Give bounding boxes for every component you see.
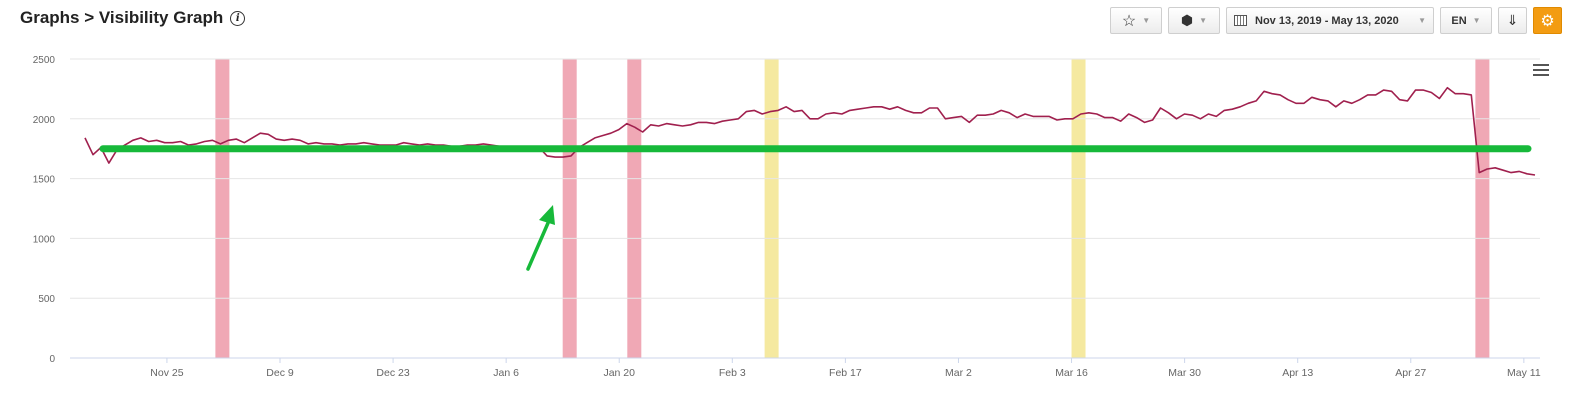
- y-tick-label: 2500: [33, 55, 56, 66]
- x-axis-labels: Nov 25 Dec 9 Dec 23 Jan 6 Jan 20 Feb 3 Feb 17 M…: [150, 367, 1541, 379]
- calendar-icon: [1234, 15, 1247, 26]
- gear-icon: ⚙: [1540, 12, 1555, 30]
- cube-icon: ⬢: [1180, 12, 1194, 28]
- highlight-bands: [215, 59, 1490, 358]
- page-title-text: Graphs > Visibility Graph: [20, 8, 224, 27]
- star-icon: ☆: [1121, 12, 1137, 30]
- annotation-arrow-shaft: [526, 221, 550, 271]
- y-tick-label: 2000: [33, 115, 56, 126]
- highlight-band: [627, 59, 642, 358]
- settings-button[interactable]: ⚙: [1533, 7, 1562, 34]
- x-tick-label: Mar 16: [1055, 367, 1088, 379]
- x-tick-label: May 11: [1507, 367, 1541, 379]
- annotation-arrow-head: [539, 205, 555, 225]
- highlight-band: [562, 59, 577, 358]
- highlight-band: [215, 59, 230, 358]
- x-tick-label: Dec 23: [376, 367, 409, 379]
- hamburger-icon[interactable]: [1533, 64, 1549, 77]
- chart-grid: [70, 58, 1540, 363]
- y-tick-label: 0: [49, 354, 55, 365]
- x-tick-label: Apr 13: [1282, 367, 1313, 379]
- y-tick-label: 1000: [33, 234, 56, 245]
- download-button[interactable]: ⇓: [1498, 7, 1527, 34]
- download-icon: ⇓: [1506, 12, 1519, 28]
- favorite-button[interactable]: ☆ ▼: [1110, 7, 1162, 34]
- x-tick-label: Feb 3: [719, 367, 746, 379]
- toolbar: ☆ ▼ ⬢ ▼ Nov 13, 2019 - May 13, 2020 ▼ EN ▼…: [1110, 7, 1562, 34]
- series-line: [84, 86, 1536, 176]
- x-tick-label: Mar 2: [945, 367, 972, 379]
- language-label: EN: [1451, 14, 1467, 27]
- x-tick-label: Jan 20: [603, 367, 635, 379]
- chevron-down-icon: ▼: [1199, 16, 1208, 25]
- visibility-chart: 0 500 1000 1500 2000 2500 Nov 25 Dec 9 Dec 23 Ja…: [33, 55, 1541, 379]
- highlight-band: [1475, 59, 1490, 358]
- highlight-band: [764, 59, 779, 358]
- x-tick-label: Jan 6: [493, 367, 519, 379]
- date-range-picker[interactable]: Nov 13, 2019 - May 13, 2020 ▼: [1226, 7, 1434, 34]
- x-tick-label: Apr 27: [1395, 367, 1426, 379]
- x-tick-label: Mar 30: [1168, 367, 1201, 379]
- highlight-band: [1071, 59, 1086, 358]
- page-title: Graphs > Visibility Graph i: [20, 8, 246, 28]
- info-icon[interactable]: i: [230, 10, 246, 26]
- chevron-down-icon: ▼: [1418, 16, 1426, 25]
- chevron-down-icon: ▼: [1142, 16, 1151, 25]
- language-select[interactable]: EN ▼: [1440, 7, 1492, 34]
- x-tick-label: Feb 17: [829, 367, 862, 379]
- chevron-down-icon: ▼: [1472, 16, 1481, 25]
- y-tick-label: 1500: [33, 175, 56, 186]
- date-range-label: Nov 13, 2019 - May 13, 2020: [1255, 14, 1399, 27]
- x-tick-label: Dec 9: [266, 367, 294, 379]
- y-axis-labels: 0 500 1000 1500 2000 2500: [33, 55, 56, 365]
- project-button[interactable]: ⬢ ▼: [1168, 7, 1220, 34]
- chart-annotations: [99, 145, 1532, 271]
- y-tick-label: 500: [38, 294, 55, 305]
- x-tick-label: Nov 25: [150, 367, 183, 379]
- chart-series: [84, 86, 1536, 176]
